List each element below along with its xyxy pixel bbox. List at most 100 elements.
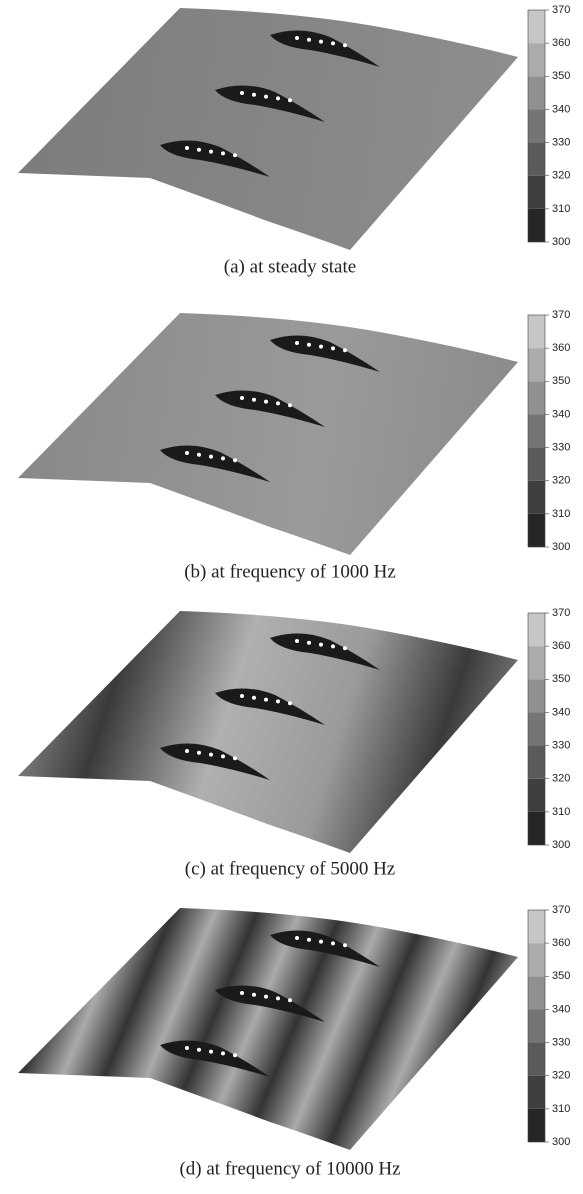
colorbar-band [528,679,545,712]
colorbar-band [528,943,545,976]
colorbar-band [528,910,545,943]
colorbar-band [528,514,545,547]
colorbar-band [528,348,545,381]
cooling-hole [264,95,268,99]
caption: (b) at frequency of 1000 Hz [184,561,396,582]
colorbar-tick-label: 340 [552,1003,570,1015]
cooling-hole [295,936,299,940]
colorbar-tick-label: 360 [552,342,570,354]
cooling-hole [295,36,299,40]
colorbar-band [528,646,545,679]
colorbar-tick-label: 370 [552,904,570,916]
colorbar-tick-label: 300 [552,839,570,851]
cooling-hole [319,643,323,647]
cooling-hole [233,458,237,462]
cooling-hole [209,455,213,459]
cooling-hole [276,996,280,1000]
cooling-hole [276,96,280,100]
colorbar-band [528,10,545,43]
cooling-hole [209,150,213,154]
cooling-hole [288,998,292,1002]
colorbar-tick-label: 350 [552,70,570,82]
colorbar-band [528,812,545,845]
colorbar-band [528,1109,545,1142]
colorbar-tick-label: 310 [552,508,570,520]
colorbar-band [528,481,545,514]
colorbar-tick-label: 370 [552,309,570,321]
cooling-hole [197,1048,201,1052]
colorbar-band [528,143,545,176]
cooling-hole [307,343,311,347]
cooling-hole [185,146,189,150]
colorbar-tick-label: 340 [552,706,570,718]
colorbar-band [528,1076,545,1109]
cooling-hole [240,396,244,400]
colorbar-tick-label: 350 [552,375,570,387]
cooling-hole [197,148,201,152]
cooling-hole [233,153,237,157]
cooling-hole [221,754,225,758]
cooling-hole [240,991,244,995]
cooling-hole [240,694,244,698]
colorbar-band [528,746,545,779]
cooling-hole [264,995,268,999]
cooling-hole [185,1046,189,1050]
colorbar-band [528,176,545,209]
cooling-hole [319,40,323,44]
colorbar-tick-label: 330 [552,1036,570,1048]
colorbar-band [528,448,545,481]
cooling-hole [343,646,347,650]
cooling-hole [197,751,201,755]
cooling-hole [252,696,256,700]
caption: (a) at steady state [224,256,356,277]
cooling-hole [319,940,323,944]
surface [18,908,518,1150]
cooling-hole [331,941,335,945]
colorbar-tick-label: 330 [552,136,570,148]
cooling-hole [331,346,335,350]
colorbar-tick-label: 300 [552,541,570,553]
colorbar-tick-label: 310 [552,806,570,818]
cooling-hole [209,1050,213,1054]
cooling-hole [276,699,280,703]
colorbar-band [528,779,545,812]
cooling-hole [331,41,335,45]
colorbar-tick-label: 320 [552,170,570,182]
colorbar-band [528,315,545,348]
colorbar-band [528,381,545,414]
cooling-hole [295,639,299,643]
cooling-hole [185,749,189,753]
cooling-hole [185,451,189,455]
cooling-hole [288,701,292,705]
panel: 300 310 320 330 340 350 360 370 [18,309,570,555]
colorbar-tick-label: 340 [552,103,570,115]
colorbar-tick-label: 330 [552,739,570,751]
colorbar-tick-label: 330 [552,441,570,453]
surface [18,611,518,853]
cooling-hole [307,38,311,42]
cooling-hole [343,43,347,47]
cooling-hole [221,1051,225,1055]
cooling-hole [197,453,201,457]
cooling-hole [221,456,225,460]
panel: 300310320330340350360370 [18,904,570,1150]
colorbar-tick-label: 370 [552,4,570,16]
colorbar-tick-label: 350 [552,970,570,982]
cooling-hole [252,398,256,402]
cooling-hole [221,151,225,155]
colorbar-tick-label: 310 [552,203,570,215]
surface [18,313,518,555]
caption: (d) at frequency of 10000 Hz [179,1158,400,1179]
cooling-hole [288,403,292,407]
cooling-hole [331,644,335,648]
colorbar-tick-label: 300 [552,236,570,248]
colorbar-tick-label: 370 [552,607,570,619]
colorbar-band [528,209,545,242]
colorbar-tick-label: 320 [552,475,570,487]
colorbar-tick-label: 340 [552,408,570,420]
caption: (c) at frequency of 5000 Hz [185,858,395,879]
cooling-hole [252,93,256,97]
colorbar-band [528,1009,545,1042]
